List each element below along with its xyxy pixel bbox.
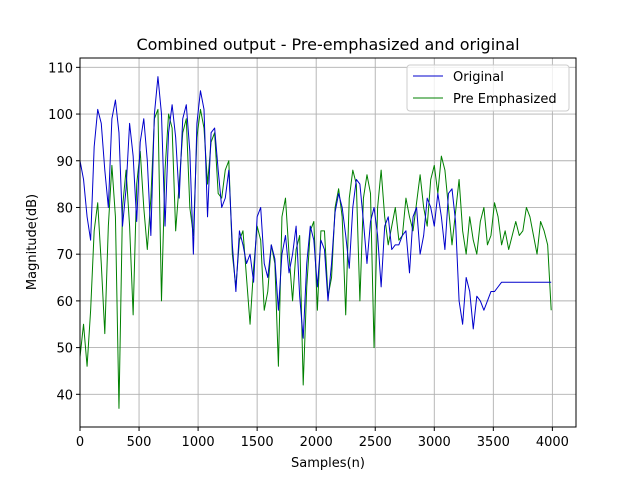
legend-box bbox=[406, 64, 570, 112]
plot-frame bbox=[79, 57, 577, 428]
x-tick-label: 500 bbox=[127, 435, 152, 450]
series-line-original bbox=[80, 76, 552, 339]
x-tick-label: 1000 bbox=[182, 435, 215, 450]
chart-title: Combined output - Pre-emphasized and ori… bbox=[136, 35, 519, 54]
x-tick-label: 4000 bbox=[536, 435, 569, 450]
y-tick-label: 40 bbox=[56, 388, 73, 403]
y-tick-label: 90 bbox=[56, 155, 73, 170]
series-layer bbox=[80, 76, 552, 409]
x-tick-label: 0 bbox=[76, 435, 84, 450]
y-tick-label: 70 bbox=[56, 248, 73, 263]
x-tick-label: 3500 bbox=[477, 435, 510, 450]
y-tick-label: 100 bbox=[48, 108, 73, 123]
legend-label-pre-emphasized: Pre Emphasized bbox=[453, 92, 557, 107]
y-tick-label: 110 bbox=[48, 61, 73, 76]
x-tick-label: 3000 bbox=[418, 435, 451, 450]
legend: Original Pre Emphasized bbox=[406, 64, 570, 112]
y-axis: 40 50 60 70 80 90 100 110 bbox=[48, 61, 80, 403]
y-axis-label: Magnitude(dB) bbox=[25, 194, 40, 290]
x-tick-label: 2000 bbox=[300, 435, 333, 450]
x-tick-label: 2500 bbox=[359, 435, 392, 450]
y-tick-label: 50 bbox=[56, 342, 73, 357]
x-axis-label: Samples(n) bbox=[291, 456, 365, 471]
x-axis: 0 500 1000 1500 2000 2500 3000 3500 4000 bbox=[76, 427, 569, 450]
y-tick-label: 60 bbox=[56, 295, 73, 310]
y-tick-label: 80 bbox=[56, 201, 73, 216]
x-tick-label: 1500 bbox=[241, 435, 274, 450]
legend-label-original: Original bbox=[453, 70, 504, 85]
